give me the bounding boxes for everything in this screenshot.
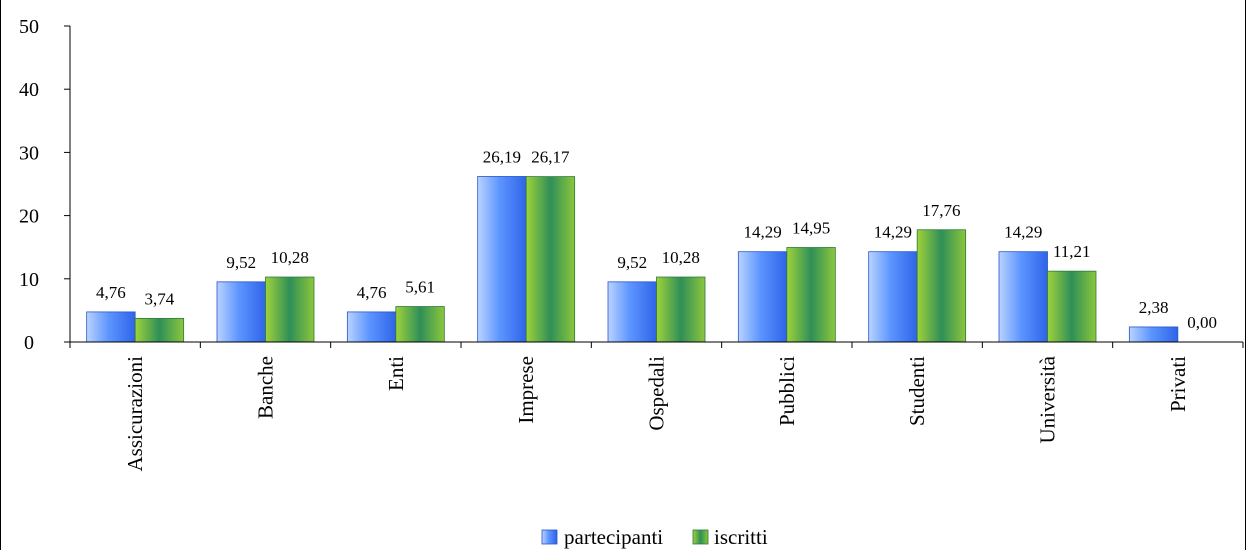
data-label: 14,29 (1004, 223, 1042, 242)
bar-iscritti (786, 247, 836, 343)
data-label: 14,95 (792, 219, 830, 238)
data-label: 11,21 (1053, 242, 1091, 261)
category-label: Pubblici (775, 356, 799, 426)
y-tick-label: 30 (19, 142, 39, 164)
data-label: 10,28 (662, 248, 700, 267)
legend: partecipanti iscritti (541, 525, 768, 549)
bar-partecipanti (998, 251, 1048, 343)
bar-iscritti (525, 176, 576, 343)
category-label: Banche (254, 356, 278, 419)
category-label: Studenti (905, 356, 929, 426)
data-label: 2,38 (1139, 298, 1169, 317)
y-tick-label: 0 (24, 332, 34, 354)
bar-partecipanti (86, 311, 136, 343)
bar-iscritti (134, 317, 185, 343)
data-label: 0,00 (1187, 313, 1217, 332)
data-label: 14,29 (743, 223, 781, 242)
data-label: 9,52 (226, 253, 256, 272)
bar-partecipanti (346, 311, 397, 343)
legend-label-partecipanti: partecipanti (564, 525, 663, 549)
y-tick-label: 20 (19, 206, 39, 228)
data-label: 4,76 (96, 283, 126, 302)
category-label: Ospedali (645, 356, 669, 431)
data-label: 26,19 (483, 147, 521, 166)
data-label: 3,74 (145, 289, 175, 308)
data-label: 26,17 (531, 148, 570, 167)
category-label: Università (1036, 355, 1060, 443)
data-label: 10,28 (271, 248, 309, 267)
y-axis: 0 10 20 30 40 50 (19, 16, 71, 354)
bar-partecipanti (1128, 326, 1179, 343)
y-tick-label: 10 (19, 269, 39, 291)
bar-partecipanti (216, 281, 266, 343)
legend-swatch-partecipanti (541, 529, 558, 545)
data-label: 17,76 (922, 201, 960, 220)
category-label: Enti (384, 356, 408, 391)
legend-swatch-iscritti (692, 529, 709, 545)
bar-iscritti (916, 229, 967, 343)
legend-label-iscritti: iscritti (714, 525, 768, 549)
y-tick-label: 50 (19, 16, 39, 38)
data-label: 9,52 (617, 253, 647, 272)
bar-partecipanti (607, 281, 657, 343)
category-label: Privati (1166, 356, 1190, 412)
bar-iscritti (1047, 270, 1097, 343)
data-label: 4,76 (357, 283, 387, 302)
data-label: 14,29 (874, 223, 912, 242)
y-tick-label: 40 (19, 79, 39, 101)
category-label: Assicurazioni (123, 356, 147, 472)
bar-partecipanti (868, 251, 918, 343)
bars: 4,76 9,52 4,76 26,19 9,52 14,29 14,29 14,29 2,38… (86, 147, 1217, 343)
x-axis: Assicurazioni Banche Enti Imprese Ospedali Pu… (69, 341, 1244, 472)
bar-partecipanti (477, 176, 527, 343)
bar-partecipanti (737, 251, 788, 343)
bar-iscritti (656, 276, 706, 343)
bar-iscritti (265, 276, 315, 343)
bar-iscritti (395, 306, 445, 343)
data-label: 5,61 (405, 278, 435, 297)
category-label: Imprese (514, 356, 538, 424)
